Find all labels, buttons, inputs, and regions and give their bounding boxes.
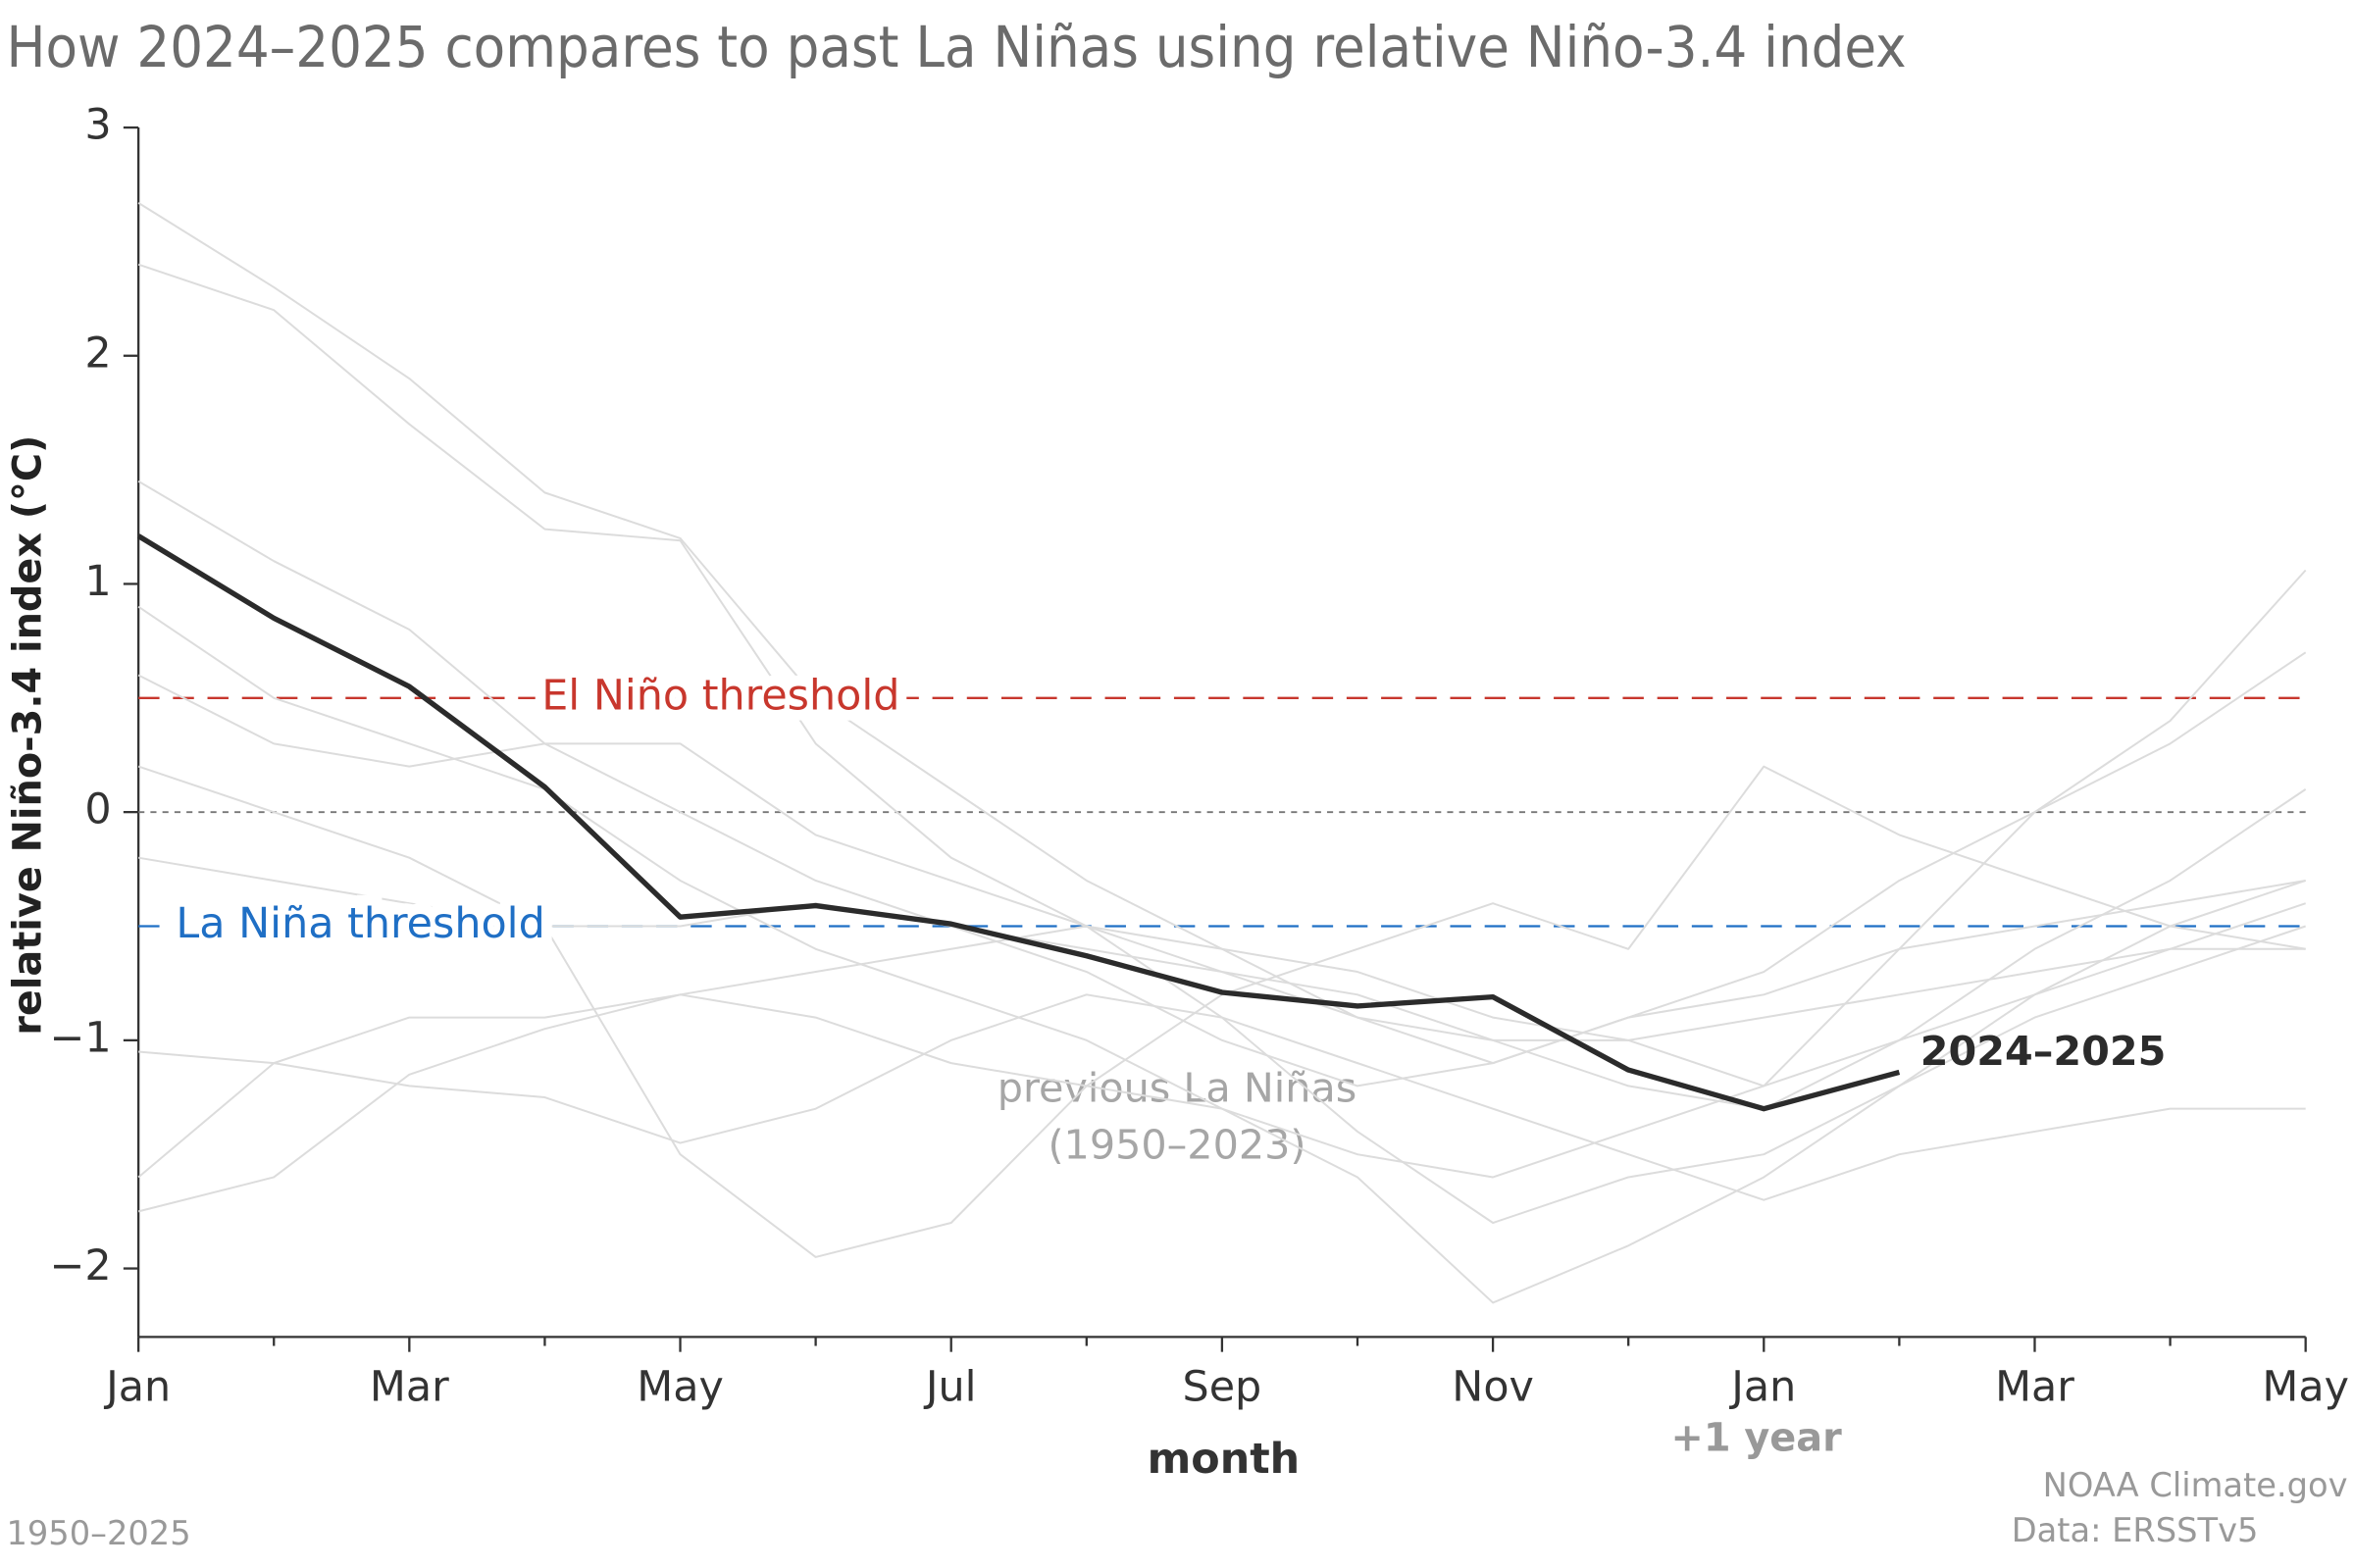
- x-tick-label: Mar: [370, 1362, 449, 1411]
- y-tick-label: −1: [49, 1013, 111, 1062]
- past-line: [137, 605, 2306, 1304]
- x-tick-label: May: [2262, 1362, 2349, 1411]
- past-line: [138, 993, 2306, 1201]
- y-axis-label: relative Niño-3.4 index (°C): [5, 435, 50, 1036]
- footer: NOAA Climate.gov: [2043, 1466, 2348, 1504]
- past-line: [137, 569, 2307, 1087]
- y-tick-label: 2: [84, 329, 111, 378]
- past-line: [137, 856, 2306, 1041]
- x-tick-label: Sep: [1183, 1362, 1262, 1411]
- chart-title: How 2024–2025 compares to past La Niñas …: [6, 14, 1906, 80]
- footer: 1950–2025: [6, 1514, 190, 1552]
- x-tick-label: Jan: [103, 1362, 171, 1411]
- y-tick-label: 1: [84, 557, 111, 606]
- annotation: (1950–2023): [1048, 1122, 1305, 1169]
- past-line: [137, 480, 2307, 1087]
- y-tick-label: −2: [49, 1241, 111, 1290]
- x-tick-label: Jul: [923, 1362, 977, 1411]
- annotation: previous La Niñas: [998, 1064, 1357, 1111]
- footer: Data: ERSSTv5: [2012, 1511, 2259, 1549]
- y-tick-label: 0: [84, 785, 111, 835]
- threshold-label: El Niño threshold: [541, 671, 899, 720]
- y-tick-label: 3: [84, 101, 111, 150]
- past-line: [137, 902, 2306, 1213]
- series-line: [136, 533, 1901, 1112]
- series-label: 2024–2025: [1920, 1028, 2167, 1075]
- threshold-label: La Niña threshold: [176, 899, 544, 948]
- x-note: +1 year: [1671, 1415, 1843, 1460]
- x-tick-label: Nov: [1452, 1362, 1534, 1411]
- x-tick-label: Mar: [1995, 1362, 2074, 1411]
- x-tick-label: Jan: [1728, 1362, 1796, 1411]
- x-tick-label: May: [637, 1362, 724, 1411]
- x-axis-label: month: [1148, 1435, 1301, 1484]
